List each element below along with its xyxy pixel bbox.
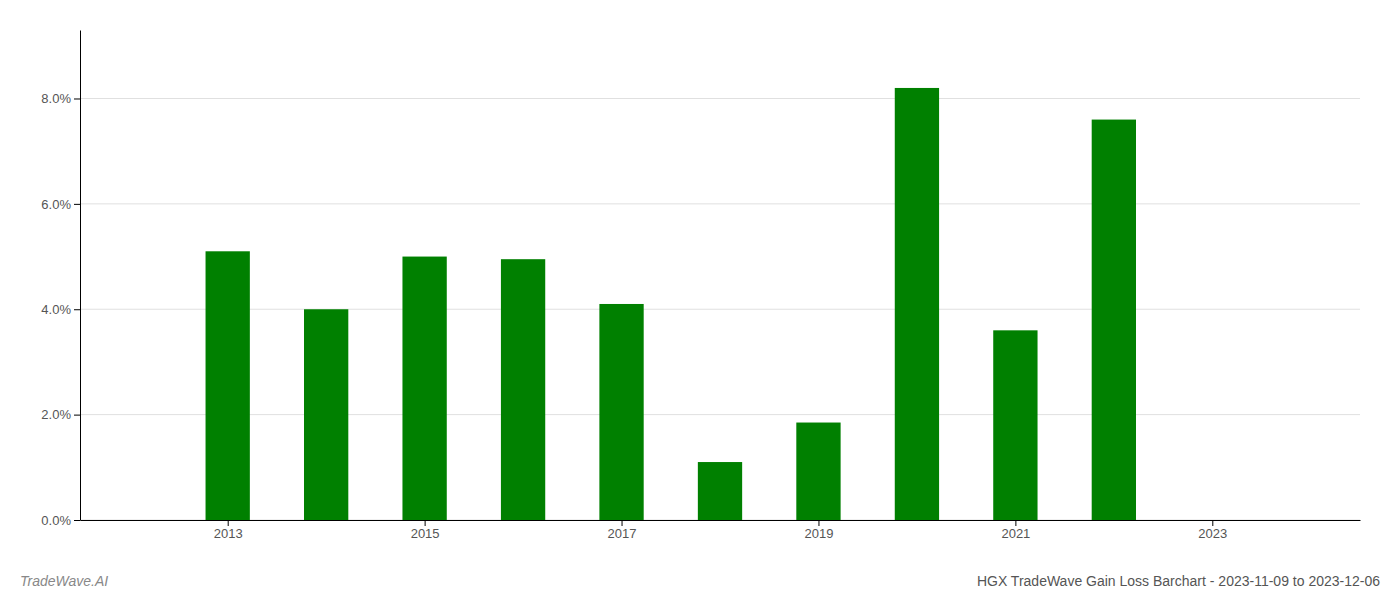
- y-axis: 0.0% 2.0% 4.0% 6.0% 8.0%: [41, 31, 80, 528]
- x-tick-mark: [1015, 520, 1016, 526]
- x-tick: 2013: [214, 520, 243, 541]
- y-tick: 0.0%: [41, 513, 80, 528]
- bar: [402, 257, 446, 520]
- bar: [1092, 120, 1136, 520]
- x-tick-label: 2015: [411, 526, 440, 541]
- x-tick: 2019: [805, 520, 834, 541]
- bar: [206, 251, 250, 520]
- bars: [206, 88, 1136, 520]
- x-tick: 2015: [411, 520, 440, 541]
- x-axis: 2013 2015 2017 2019 2021 2023: [81, 520, 1361, 541]
- y-axis-line: [80, 31, 81, 521]
- x-axis-line: [81, 520, 1361, 521]
- y-tick-label: 4.0%: [41, 302, 71, 317]
- x-tick: 2023: [1198, 520, 1227, 541]
- chart: 2013 2015 2017 2019 2021 2023 0.0% 2.0% 4.0% 6.0%…: [0, 0, 1400, 600]
- x-tick-mark: [1212, 520, 1213, 526]
- y-tick-mark: [74, 309, 80, 310]
- x-tick-mark: [622, 520, 623, 526]
- x-tick-label: 2013: [214, 526, 243, 541]
- title: HGX TradeWave Gain Loss Barchart - 2023-…: [977, 573, 1380, 589]
- x-tick-label: 2023: [1198, 526, 1227, 541]
- bar: [796, 423, 840, 520]
- y-tick-label: 8.0%: [41, 91, 71, 106]
- x-tick: 2021: [1001, 520, 1030, 541]
- grid-line: [80, 414, 1360, 415]
- y-tick-label: 0.0%: [41, 513, 71, 528]
- plot: 2013 2015 2017 2019 2021 2023 0.0% 2.0% 4.0% 6.0%…: [41, 31, 1360, 542]
- x-tick-mark: [425, 520, 426, 526]
- bar: [895, 88, 939, 520]
- grid: [80, 98, 1360, 520]
- grid-line: [80, 203, 1360, 204]
- x-tick-mark: [228, 520, 229, 526]
- bar: [993, 330, 1037, 520]
- y-tick-mark: [74, 98, 80, 99]
- watermark: TradeWave.AI: [20, 573, 108, 589]
- x-tick-label: 2019: [805, 526, 834, 541]
- y-tick-mark: [74, 520, 80, 521]
- bar: [304, 309, 348, 520]
- y-tick-label: 2.0%: [41, 407, 71, 422]
- y-tick: 8.0%: [41, 91, 80, 106]
- bar: [698, 462, 742, 520]
- bar: [599, 304, 643, 520]
- y-tick: 6.0%: [41, 197, 80, 212]
- x-tick-mark: [818, 520, 819, 526]
- x-tick-label: 2021: [1001, 526, 1030, 541]
- y-tick-mark: [74, 204, 80, 205]
- y-tick-mark: [74, 415, 80, 416]
- bar: [501, 259, 545, 520]
- y-tick: 2.0%: [41, 407, 80, 422]
- grid-line: [80, 309, 1360, 310]
- y-tick-label: 6.0%: [41, 197, 71, 212]
- x-tick: 2017: [608, 520, 637, 541]
- x-tick-label: 2017: [608, 526, 637, 541]
- grid-line: [80, 98, 1360, 99]
- y-tick: 4.0%: [41, 302, 80, 317]
